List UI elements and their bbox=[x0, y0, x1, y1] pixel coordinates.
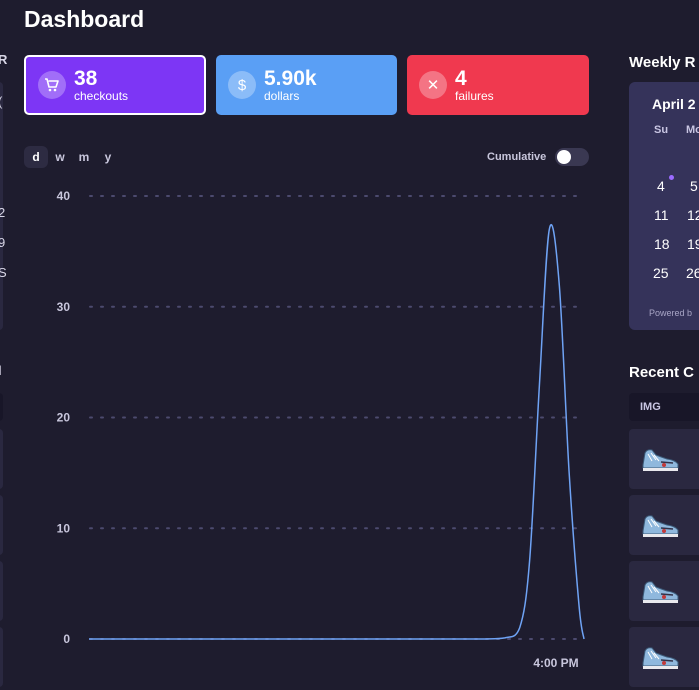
calendar-day[interactable]: 19 bbox=[687, 236, 699, 252]
dollars-label: dollars bbox=[264, 88, 300, 103]
tab-year[interactable]: y bbox=[104, 150, 112, 164]
recent-checkout-row[interactable] bbox=[629, 495, 699, 555]
y-axis-ticks: 40 30 20 10 0 bbox=[57, 189, 71, 646]
y-tick-label: 0 bbox=[63, 632, 70, 646]
left-panel-edge: R ( 2 9 S l bbox=[0, 0, 8, 690]
left-fragment: 2 bbox=[0, 205, 6, 220]
page-title: Dashboard bbox=[24, 6, 145, 32]
toggle-knob bbox=[557, 150, 571, 164]
sneaker-icon bbox=[639, 577, 681, 610]
tab-week[interactable]: w bbox=[55, 150, 65, 164]
tab-month[interactable]: m bbox=[78, 150, 90, 164]
recent-table-header: IMG bbox=[629, 393, 699, 421]
calendar-day[interactable]: 12 bbox=[687, 207, 699, 223]
failures-label: failures bbox=[455, 88, 494, 103]
left-card bbox=[0, 82, 3, 330]
left-card bbox=[0, 561, 3, 621]
dollars-amount: 5.90k bbox=[264, 66, 317, 90]
sneaker-icon bbox=[639, 511, 681, 544]
calendar-day[interactable]: 11 bbox=[654, 207, 669, 223]
sneaker-icon bbox=[639, 643, 681, 676]
failures-count: 4 bbox=[455, 66, 467, 90]
left-card bbox=[0, 495, 3, 555]
left-fragment: l bbox=[0, 363, 2, 378]
x-tick-label: 4:00 PM bbox=[533, 656, 578, 670]
cart-icon bbox=[38, 71, 66, 99]
calendar: April 2 Su Mo 4 5 11 12 18 19 25 26 Powe… bbox=[629, 82, 699, 330]
event-dot bbox=[669, 175, 674, 180]
calendar-day[interactable]: 25 bbox=[653, 265, 669, 281]
left-fragment: 9 bbox=[0, 235, 6, 250]
series-line bbox=[89, 223, 585, 640]
left-fragment: S bbox=[0, 265, 7, 280]
tab-day[interactable]: d bbox=[24, 146, 48, 168]
left-fragment: ( bbox=[0, 94, 2, 109]
left-card bbox=[0, 627, 3, 687]
y-tick-label: 30 bbox=[57, 300, 71, 314]
col-img: IMG bbox=[640, 401, 661, 413]
dow-mon: Mo bbox=[686, 124, 699, 136]
y-tick-label: 10 bbox=[57, 521, 71, 535]
checkouts-count: 38 bbox=[74, 66, 98, 90]
recent-checkout-row[interactable] bbox=[629, 627, 699, 687]
chart-grid bbox=[89, 195, 577, 640]
close-icon: ✕ bbox=[419, 71, 447, 99]
sneaker-icon bbox=[639, 445, 681, 478]
dollars-stat-card[interactable]: $ 5.90k dollars bbox=[216, 55, 397, 115]
dow-sun: Su bbox=[654, 124, 669, 136]
recent-title: Recent C bbox=[629, 364, 695, 381]
cumulative-toggle[interactable] bbox=[555, 148, 589, 166]
left-card bbox=[0, 393, 3, 421]
calendar-day[interactable]: 4 bbox=[657, 178, 665, 194]
calendar-day[interactable]: 5 bbox=[690, 178, 698, 194]
dollar-icon: $ bbox=[228, 71, 256, 99]
y-tick-label: 40 bbox=[57, 189, 71, 203]
checkouts-chart: 40 30 20 10 0 4:00 PM bbox=[57, 189, 585, 670]
calendar-month: April 2 bbox=[652, 96, 696, 112]
weekly-title: Weekly R bbox=[629, 54, 696, 71]
range-tabs: d w m y bbox=[24, 146, 120, 168]
checkouts-stat-card[interactable]: 38 checkouts bbox=[24, 55, 206, 115]
left-fragment: R bbox=[0, 52, 8, 67]
checkouts-label: checkouts bbox=[74, 88, 129, 103]
powered-by: Powered b bbox=[649, 308, 693, 318]
left-card bbox=[0, 429, 3, 489]
calendar-day[interactable]: 18 bbox=[654, 236, 670, 252]
y-tick-label: 20 bbox=[57, 411, 71, 425]
calendar-day[interactable]: 26 bbox=[686, 265, 699, 281]
recent-checkout-row[interactable] bbox=[629, 561, 699, 621]
recent-checkout-row[interactable] bbox=[629, 429, 699, 489]
cumulative-label: Cumulative bbox=[487, 151, 547, 163]
failures-stat-card[interactable]: ✕ 4 failures bbox=[407, 55, 589, 115]
